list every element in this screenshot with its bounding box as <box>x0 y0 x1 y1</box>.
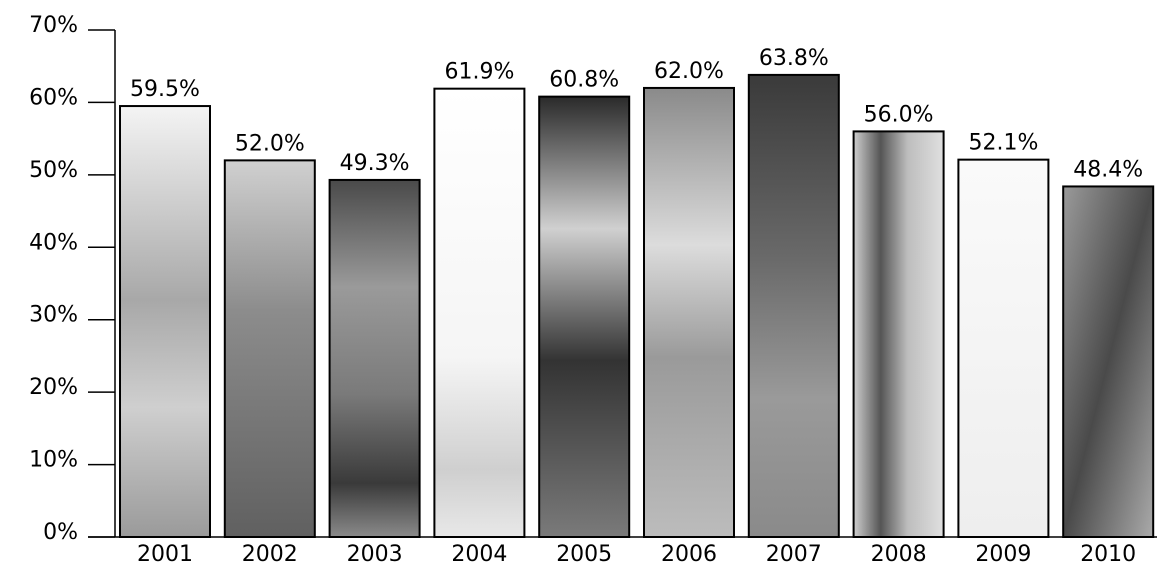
bar <box>328 178 421 538</box>
x-tick-label: 2001 <box>137 542 193 567</box>
y-tick-label: 40% <box>29 230 78 255</box>
x-tick-label: 2005 <box>556 542 612 567</box>
value-label: 52.0% <box>235 131 305 156</box>
y-tick-label: 10% <box>29 448 78 473</box>
y-tick-label: 60% <box>29 85 78 110</box>
bar <box>538 95 631 539</box>
value-label: 60.8% <box>549 68 619 93</box>
bar <box>957 158 1050 538</box>
bar <box>747 73 840 539</box>
bar <box>119 105 211 539</box>
value-label: 61.9% <box>444 60 514 85</box>
x-tick-label: 2010 <box>1080 542 1136 567</box>
x-tick-label: 2004 <box>451 542 507 567</box>
x-tick-label: 2008 <box>871 542 927 567</box>
value-label: 48.4% <box>1073 157 1143 182</box>
y-tick-label: 70% <box>29 13 78 38</box>
value-label: 63.8% <box>759 46 829 71</box>
x-tick-label: 2009 <box>975 542 1031 567</box>
x-tick-label: 2003 <box>347 542 403 567</box>
y-tick-label: 0% <box>43 520 78 545</box>
bar <box>1062 185 1155 538</box>
y-tick-label: 20% <box>29 375 78 400</box>
y-tick-label: 30% <box>29 303 78 328</box>
bar <box>433 87 526 538</box>
bar <box>643 86 735 538</box>
value-label: 52.1% <box>968 131 1038 156</box>
x-tick-label: 2006 <box>661 542 717 567</box>
x-tick-label: 2002 <box>242 542 298 567</box>
y-tick-label: 50% <box>29 158 78 183</box>
bar <box>223 159 316 538</box>
value-label: 59.5% <box>130 77 200 102</box>
value-label: 62.0% <box>654 59 724 84</box>
value-label: 56.0% <box>864 102 934 127</box>
x-tick-label: 2007 <box>766 542 822 567</box>
value-label: 49.3% <box>340 151 410 176</box>
bar <box>852 130 945 538</box>
